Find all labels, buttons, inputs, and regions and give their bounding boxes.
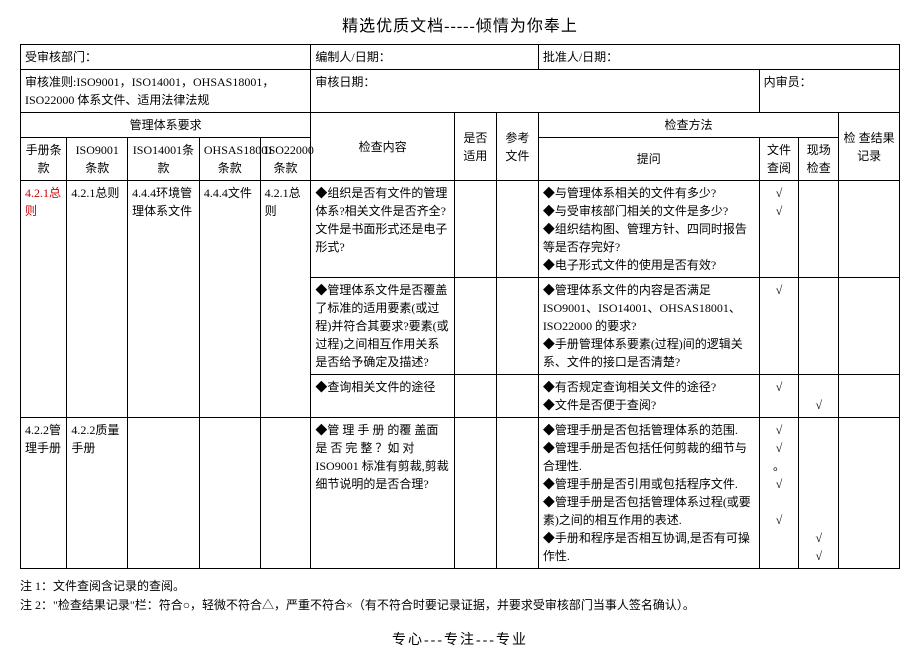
check-mark: √ xyxy=(764,475,795,493)
table-row: 4.2.1总则 4.2.1总则 4.4.4环境管理体系文件 4.4.4文件 4.… xyxy=(21,181,900,278)
h-result: 检 查结果记录 xyxy=(839,113,900,181)
cell-doc-review: √ xyxy=(759,278,799,375)
check-mark: √ xyxy=(803,529,834,547)
check-mark: √ xyxy=(764,511,795,529)
check-mark: √ xyxy=(764,281,795,299)
cell-onsite: √ xyxy=(799,375,839,418)
cell-doc-review: √ √ 。 √ √ xyxy=(759,418,799,569)
meta-row-1: 受审核部门： 编制人/日期： 批准人/日期： xyxy=(21,45,900,70)
check-mark: √ xyxy=(764,378,795,396)
cell-iso14001: 4.4.4环境管理体系文件 xyxy=(128,181,200,418)
cell-doc-review: √ xyxy=(759,375,799,418)
meta-row-2: 审核准则:ISO9001，ISO14001，OHSAS18001，ISO2200… xyxy=(21,70,900,113)
h-method: 检查方法 xyxy=(538,113,838,138)
h-onsite: 现场检查 xyxy=(799,138,839,181)
cell-question: ◆有否规定查询相关文件的途径? ◆文件是否便于查阅? xyxy=(538,375,759,418)
compiler-cell: 编制人/日期： xyxy=(311,45,538,70)
check-mark: √ xyxy=(764,184,795,202)
page-footer: 专心---专注---专业 xyxy=(20,629,900,649)
h-ohsas: OHSAS18001条款 xyxy=(199,138,260,181)
q-line: ◆电子形式文件的使用是否有效? xyxy=(543,256,755,274)
audit-table: 受审核部门： 编制人/日期： 批准人/日期： 审核准则:ISO9001，ISO1… xyxy=(20,44,900,569)
q-line: ◆组织结构图、管理方针、四同时报告等是否存完好? xyxy=(543,220,755,256)
check-mark: √ xyxy=(803,396,834,414)
q-line: ◆手册和程序是否相互协调,是否有可操作性. xyxy=(543,529,755,565)
cell-applicable xyxy=(454,181,496,278)
cell-content: ◆查询相关文件的途径 xyxy=(311,375,455,418)
h-content: 检查内容 xyxy=(311,113,455,181)
cell-result xyxy=(839,181,900,278)
q-line: ◆管理体系文件的内容是否满足ISO9001、ISO14001、OHSAS1800… xyxy=(543,281,755,335)
dept-cell: 受审核部门： xyxy=(21,45,311,70)
h-iso22000: ISO22000 条款 xyxy=(260,138,311,181)
q-line: ◆文件是否便于查阅? xyxy=(543,396,755,414)
cell-ref xyxy=(496,181,538,278)
audit-date-cell: 审核日期： xyxy=(311,70,759,113)
check-mark: √ xyxy=(764,421,795,439)
cell-ohsas xyxy=(199,418,260,569)
cell-onsite xyxy=(799,278,839,375)
q-line: ◆与受审核部门相关的文件是多少? xyxy=(543,202,755,220)
cell-question: ◆与管理体系相关的文件有多少? ◆与受审核部门相关的文件是多少? ◆组织结构图、… xyxy=(538,181,759,278)
cell-applicable xyxy=(454,278,496,375)
q-line: ◆有否规定查询相关文件的途径? xyxy=(543,378,755,396)
check-mark: √ xyxy=(764,439,795,457)
cell-ref xyxy=(496,278,538,375)
auditor-cell: 内审员： xyxy=(759,70,899,113)
cell-content: ◆管 理 手 册 的覆 盖面是 否 完 整 ？如 对ISO9001 标准有剪裁,… xyxy=(311,418,455,569)
cell-doc-review: √ √ xyxy=(759,181,799,278)
cell-onsite: √ √ xyxy=(799,418,839,569)
cell-onsite xyxy=(799,181,839,278)
h-iso14001: ISO14001条款 xyxy=(128,138,200,181)
h-ref: 参考文件 xyxy=(496,113,538,181)
q-line: ◆管理手册是否引用或包括程序文件. xyxy=(543,475,755,493)
cell-question: ◆管理手册是否包括管理体系的范围. ◆管理手册是否包括任何剪裁的细节与合理性. … xyxy=(538,418,759,569)
check-mark: 。 xyxy=(764,457,795,475)
h-doc-review: 文件查阅 xyxy=(759,138,799,181)
header-row-1: 管理体系要求 检查内容 是否适用 参考文件 检查方法 检 查结果记录 xyxy=(21,113,900,138)
cell-content: ◆组织是否有文件的管理体系?相关文件是否齐全?文件是书面形式还是电子形式? xyxy=(311,181,455,278)
cell-iso22000 xyxy=(260,418,311,569)
note-line: 注 1：文件查阅含记录的查阅。 xyxy=(20,577,900,596)
h-question: 提问 xyxy=(538,138,759,181)
h-manual: 手册条款 xyxy=(21,138,67,181)
cell-question: ◆管理体系文件的内容是否满足ISO9001、ISO14001、OHSAS1800… xyxy=(538,278,759,375)
cell-applicable xyxy=(454,418,496,569)
check-mark: √ xyxy=(764,202,795,220)
h-applicable: 是否适用 xyxy=(454,113,496,181)
cell-content: ◆管理体系文件是否覆盖了标准的适用要素(或过程)并符合其要求?要素(或过程)之间… xyxy=(311,278,455,375)
criteria-cell: 审核准则:ISO9001，ISO14001，OHSAS18001，ISO2200… xyxy=(21,70,311,113)
cell-result xyxy=(839,278,900,375)
cell-manual: 4.2.1总则 xyxy=(21,181,67,418)
cell-result xyxy=(839,375,900,418)
cell-result xyxy=(839,418,900,569)
q-line: ◆管理手册是否包括任何剪裁的细节与合理性. xyxy=(543,439,755,475)
cell-iso14001 xyxy=(128,418,200,569)
cell-iso9001: 4.2.1总则 xyxy=(67,181,128,418)
approver-cell: 批准人/日期： xyxy=(538,45,899,70)
table-row: 4.2.2管理手册 4.2.2质量手册 ◆管 理 手 册 的覆 盖面是 否 完 … xyxy=(21,418,900,569)
cell-ref xyxy=(496,375,538,418)
q-line: ◆管理手册是否包括管理体系过程(或要素)之间的相互作用的表述. xyxy=(543,493,755,529)
cell-iso22000: 4.2.1总则 xyxy=(260,181,311,418)
page-header: 精选优质文档-----倾情为你奉上 xyxy=(20,12,900,36)
note-line: 注 2："检查结果记录"栏：符合○，轻微不符合△，严重不符合×（有不符合时要记录… xyxy=(20,596,900,615)
cell-ref xyxy=(496,418,538,569)
cell-iso9001: 4.2.2质量手册 xyxy=(67,418,128,569)
cell-ohsas: 4.4.4文件 xyxy=(199,181,260,418)
cell-manual: 4.2.2管理手册 xyxy=(21,418,67,569)
notes-section: 注 1：文件查阅含记录的查阅。 注 2："检查结果记录"栏：符合○，轻微不符合△… xyxy=(20,577,900,615)
h-sys-req: 管理体系要求 xyxy=(21,113,311,138)
q-line: ◆管理手册是否包括管理体系的范围. xyxy=(543,421,755,439)
h-iso9001: ISO9001条款 xyxy=(67,138,128,181)
q-line: ◆与管理体系相关的文件有多少? xyxy=(543,184,755,202)
check-mark: √ xyxy=(803,547,834,565)
q-line: ◆手册管理体系要素(过程)间的逻辑关系、文件的接口是否清楚? xyxy=(543,335,755,371)
cell-applicable xyxy=(454,375,496,418)
